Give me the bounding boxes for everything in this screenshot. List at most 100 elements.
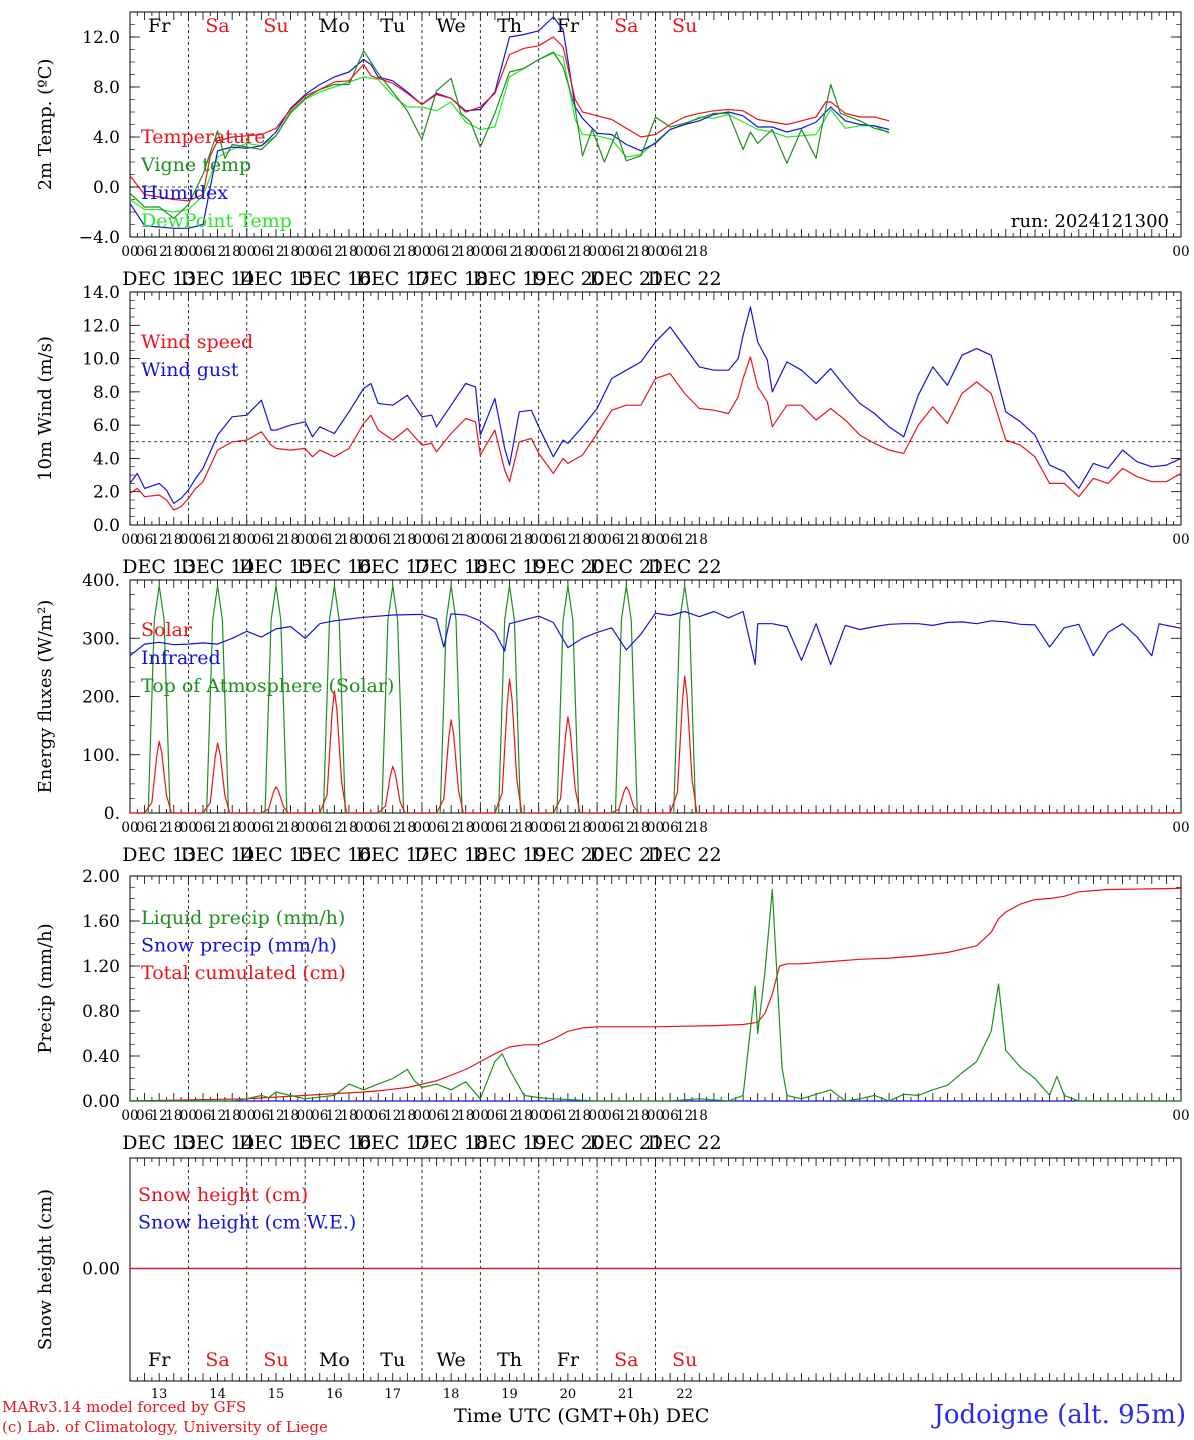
hour-tick-label: 00: [472, 1108, 489, 1124]
date-label: DEC 17: [356, 268, 430, 290]
date-label: DEC 18: [414, 556, 488, 578]
hour-tick-label: 06: [136, 532, 153, 548]
date-label: DEC 14: [181, 556, 255, 578]
hour-tick-label: 00: [472, 820, 489, 836]
hour-tick-label: 00: [121, 820, 138, 836]
legend-entry: Liquid precip (mm/h): [141, 907, 345, 929]
date-label: DEC 14: [181, 268, 255, 290]
y-tick-label: 10.0: [82, 350, 120, 370]
hour-tick-label: 00: [589, 244, 606, 260]
date-label: DEC 19: [473, 1132, 547, 1154]
hour-tick-label: 00: [297, 532, 314, 548]
hour-tick-label: 18: [224, 532, 241, 548]
series-line-solar: [130, 675, 1181, 814]
hour-tick-label: 12: [501, 532, 518, 548]
weekday-label: Fr: [557, 15, 580, 37]
date-label: DEC 13: [122, 268, 196, 290]
weekday-label: Th: [497, 15, 522, 37]
legend-entry: Snow precip (mm/h): [141, 935, 337, 957]
date-label: DEC 15: [239, 556, 313, 578]
hour-tick-label: 18: [282, 820, 299, 836]
hour-tick-label: 12: [151, 1108, 168, 1124]
hour-tick-label: 00: [121, 244, 138, 260]
hour-tick-label: 18: [516, 532, 533, 548]
legend-entry: Snow height (cm W.E.): [138, 1212, 356, 1234]
weekday-label: Tu: [380, 1349, 405, 1371]
date-label: DEC 17: [356, 844, 430, 866]
weekday-label: Fr: [148, 1349, 171, 1371]
y-tick-label: 0.0: [93, 178, 120, 198]
hour-tick-label: 06: [194, 532, 211, 548]
date-label: DEC 19: [473, 556, 547, 578]
hour-tick-label: 18: [574, 532, 591, 548]
hour-tick-label: 12: [559, 820, 576, 836]
y-tick-label: 8.0: [93, 383, 120, 403]
hour-tick-label: 12: [267, 532, 284, 548]
date-label: DEC 13: [122, 844, 196, 866]
y-tick-label: 0.00: [82, 1260, 120, 1280]
y-tick-label: 0.80: [82, 1002, 120, 1022]
date-label: DEC 18: [414, 1132, 488, 1154]
legend-entry: Snow height (cm): [138, 1184, 308, 1206]
hour-tick-label: 06: [486, 532, 503, 548]
hour-tick-label: 18: [399, 532, 416, 548]
hour-tick-label: 12: [209, 820, 226, 836]
hour-tick-label: 00: [297, 820, 314, 836]
weekday-label: We: [437, 15, 466, 37]
hour-tick-label: 00: [180, 244, 197, 260]
date-label: DEC 16: [297, 1132, 371, 1154]
day-number-label: 19: [501, 1387, 518, 1402]
hour-tick-label: 06: [662, 820, 679, 836]
date-label: DEC 15: [239, 844, 313, 866]
hour-tick-label: 00: [1172, 244, 1189, 260]
hour-tick-label: 06: [253, 244, 270, 260]
hour-tick-label: 00: [355, 244, 372, 260]
hour-tick-label: 00: [647, 244, 664, 260]
y-axis-label: 2m Temp. (ºC): [35, 59, 56, 191]
legend-entry: DewPoint Temp: [141, 210, 292, 232]
hour-tick-label: 12: [151, 532, 168, 548]
hour-tick-label: 06: [545, 1108, 562, 1124]
hour-tick-label: 06: [662, 532, 679, 548]
series-line-wind-speed: [129, 356, 1182, 511]
hour-tick-label: 18: [165, 820, 182, 836]
y-tick-label: 0.40: [82, 1047, 120, 1067]
legend-entry: Wind speed: [141, 331, 253, 353]
legend-entry: Temperature: [141, 126, 265, 148]
hour-tick-label: 18: [632, 532, 649, 548]
y-tick-label: 100.: [82, 746, 120, 766]
hour-tick-label: 18: [165, 244, 182, 260]
hour-tick-label: 12: [326, 244, 343, 260]
hour-tick-label: 12: [676, 244, 693, 260]
weekday-label: Th: [497, 1349, 522, 1371]
hour-tick-label: 00: [589, 1108, 606, 1124]
hour-tick-label: 12: [501, 1108, 518, 1124]
hour-tick-label: 06: [428, 1108, 445, 1124]
hour-tick-label: 18: [399, 820, 416, 836]
hour-tick-label: 18: [399, 1108, 416, 1124]
legend-entry: Humidex: [141, 182, 228, 204]
date-label: DEC 20: [531, 268, 605, 290]
hour-tick-label: 18: [224, 244, 241, 260]
hour-tick-label: 12: [618, 820, 635, 836]
date-label: DEC 14: [181, 1132, 255, 1154]
hour-tick-label: 06: [136, 820, 153, 836]
hour-tick-label: 18: [691, 1108, 708, 1124]
y-tick-label: 4.0: [93, 128, 120, 148]
hour-tick-label: 00: [530, 244, 547, 260]
legend-entry: Top of Atmosphere (Solar): [141, 675, 394, 697]
hour-tick-label: 12: [501, 820, 518, 836]
y-tick-label: 1.60: [82, 912, 120, 932]
hour-tick-label: 00: [647, 532, 664, 548]
hour-tick-label: 06: [370, 820, 387, 836]
hour-tick-label: 18: [574, 820, 591, 836]
hour-tick-label: 06: [253, 532, 270, 548]
day-number-label: 20: [560, 1387, 577, 1402]
y-axis-label: 10m Wind (m/s): [35, 336, 56, 481]
day-number-label: 15: [268, 1387, 285, 1402]
y-axis-label: Snow height (cm): [35, 1189, 56, 1350]
weekday-label: We: [437, 1349, 466, 1371]
y-tick-label: −4.0: [79, 228, 120, 248]
hour-tick-label: 18: [224, 820, 241, 836]
